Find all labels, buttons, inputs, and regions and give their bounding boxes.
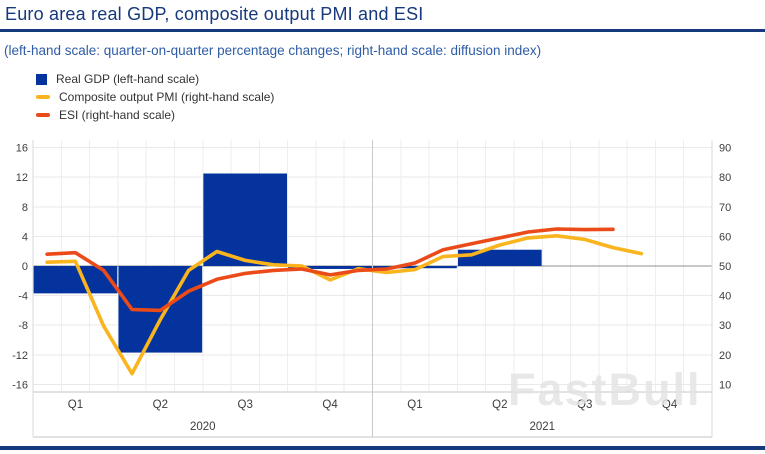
- gdp-bar: [457, 249, 542, 266]
- bottom-divider: [0, 446, 765, 450]
- title-divider: [0, 29, 765, 32]
- quarter-label: Q4: [662, 399, 678, 411]
- right-axis-tick: 90: [719, 143, 731, 155]
- left-axis-tick: -4: [18, 291, 28, 303]
- legend-label: ESI (right-hand scale): [59, 108, 176, 122]
- left-axis-tick: -16: [12, 379, 28, 391]
- year-label: 2020: [190, 421, 216, 433]
- year-label: 2021: [529, 421, 555, 433]
- quarter-label: Q2: [153, 399, 168, 411]
- left-axis-tick: -8: [18, 320, 28, 332]
- right-axis-tick: 80: [719, 172, 731, 184]
- right-axis-tick: 40: [719, 291, 731, 303]
- legend-label: Composite output PMI (right-hand scale): [59, 90, 275, 104]
- pmi-swatch-icon: [36, 95, 50, 99]
- right-axis-tick: 20: [719, 350, 731, 362]
- legend-item-gdp: Real GDP (left-hand scale): [36, 70, 274, 88]
- left-axis-tick: 0: [22, 261, 28, 273]
- left-axis-tick: 8: [22, 202, 28, 214]
- quarter-label: Q3: [577, 399, 592, 411]
- gdp-bar: [288, 266, 372, 269]
- chart-subtitle: (left-hand scale: quarter-on-quarter per…: [4, 43, 542, 58]
- right-axis-tick: 30: [719, 320, 731, 332]
- right-axis-tick: 70: [719, 202, 731, 214]
- right-axis-tick: 10: [719, 379, 731, 391]
- legend: Real GDP (left-hand scale) Composite out…: [36, 70, 274, 124]
- gdp-swatch-icon: [36, 73, 47, 85]
- esi-swatch-icon: [36, 113, 50, 117]
- left-axis-tick: -12: [12, 350, 28, 362]
- quarter-label: Q2: [492, 399, 507, 411]
- legend-item-pmi: Composite output PMI (right-hand scale): [36, 88, 274, 106]
- legend-label: Real GDP (left-hand scale): [56, 72, 200, 86]
- gdp-bar: [373, 266, 457, 269]
- quarter-label: Q4: [322, 399, 338, 411]
- legend-item-esi: ESI (right-hand scale): [36, 106, 274, 124]
- quarter-label: Q1: [407, 399, 422, 411]
- left-axis-tick: 4: [22, 231, 28, 243]
- left-axis-tick: 12: [16, 172, 28, 184]
- page-title: Euro area real GDP, composite output PMI…: [5, 4, 424, 24]
- quarter-label: Q1: [68, 399, 83, 411]
- right-axis-tick: 60: [719, 231, 731, 243]
- left-axis-tick: 16: [16, 143, 28, 155]
- right-axis-tick: 50: [719, 261, 731, 273]
- esi-line: [45, 227, 615, 313]
- quarter-label: Q3: [238, 399, 253, 411]
